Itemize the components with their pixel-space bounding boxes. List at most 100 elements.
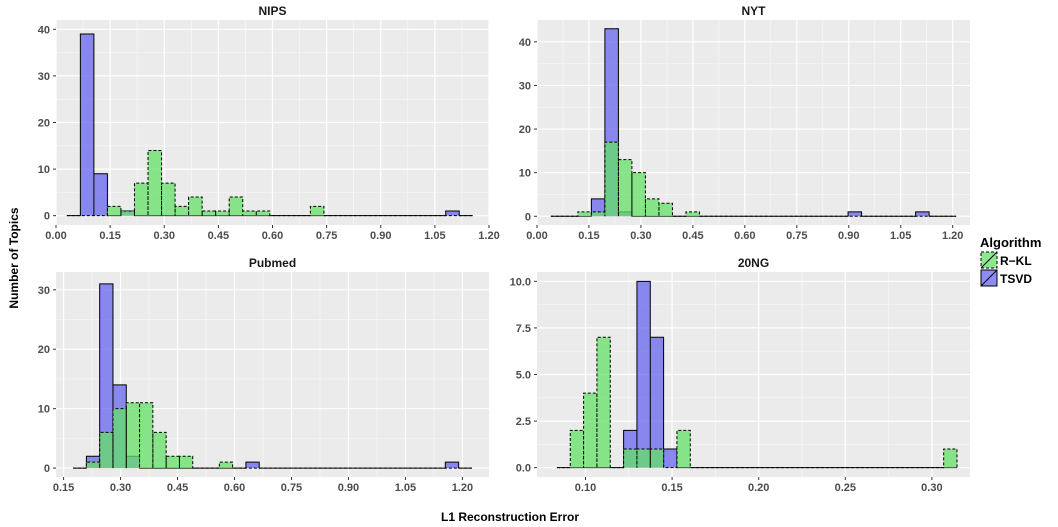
bar-r-kl [618, 159, 632, 217]
y-tick-label: 5.0 [516, 370, 531, 382]
legend-label: TSVD [1000, 272, 1032, 286]
x-tick-label: 0.00 [45, 230, 66, 242]
bar-tsvd [848, 211, 862, 217]
y-tick-label: 10.0 [510, 276, 531, 288]
bar-r-kl [242, 211, 257, 216]
bar-tsvd [445, 211, 460, 216]
y-tick-label: 0 [525, 211, 531, 223]
bar-r-kl [99, 432, 113, 469]
bar-r-kl [229, 197, 243, 216]
bar-r-kl [631, 172, 646, 217]
bar-r-kl [685, 211, 700, 217]
x-tick-label: 0.45 [208, 230, 229, 242]
x-tick-label: 0.10 [575, 482, 596, 494]
x-tick-label: 1.05 [890, 230, 911, 242]
bar-r-kl [658, 203, 673, 217]
bar-r-kl [134, 183, 149, 216]
series-tsvd [66, 33, 473, 217]
bar-r-kl [650, 449, 664, 468]
y-tick-label: 7.5 [516, 323, 531, 335]
x-tick-label: 0.60 [262, 230, 283, 242]
panel-pubmed: Pubmed 0.15 0.30 0.45 0.60 0.75 0.90 1.05 1.20 0 1… [38, 256, 489, 494]
x-tick-label: 0.30 [110, 482, 131, 494]
bar-r-kl [112, 408, 127, 469]
y-tick-label: 30 [38, 71, 50, 83]
series-r-kl [550, 141, 957, 217]
x-tick-label: 0.15 [99, 230, 120, 242]
x-tick-label: 0.30 [921, 482, 942, 494]
panel-title-20ng: 20NG [738, 256, 769, 270]
series-r-kl [66, 149, 473, 217]
bar-r-kl [107, 206, 121, 216]
bar-tsvd [663, 449, 677, 468]
x-tick-label: 0.60 [224, 482, 245, 494]
series-r-kl [556, 336, 958, 469]
y-tick-label: 10 [519, 168, 531, 180]
legend-key-diagonal [980, 251, 998, 269]
x-tick-label: 0.45 [682, 230, 703, 242]
bar-r-kl [591, 211, 605, 217]
legend: Algorithm R−KL TSVD [980, 235, 1041, 287]
bar-r-kl [139, 402, 153, 469]
y-tick-label: 20 [519, 124, 531, 136]
bar-r-kl [310, 206, 324, 216]
x-tick-label: 1.05 [424, 230, 445, 242]
bar-r-kl [188, 197, 203, 216]
outline-r-kl [556, 336, 958, 469]
x-tick-label: 0.45 [167, 482, 188, 494]
bar-tsvd [245, 462, 260, 469]
series-tsvd [556, 280, 958, 469]
bar-r-kl [152, 432, 167, 469]
bar-r-kl [577, 211, 592, 217]
panel-nips: NIPS 0.00 0.15 0.30 0.45 0.60 0.75 0.90 1.05 1.20… [38, 4, 500, 242]
bar-r-kl [570, 430, 584, 468]
x-tick-label: 0.25 [835, 482, 856, 494]
x-tick-label: 0.90 [838, 230, 859, 242]
x-tick-label: 0.15 [578, 230, 599, 242]
y-tick-label: 10 [38, 164, 50, 176]
bar-r-kl [623, 449, 637, 468]
bar-tsvd [636, 281, 651, 468]
bar-r-kl [219, 462, 233, 469]
x-tick-label: 0.75 [786, 230, 807, 242]
x-tick-label: 0.30 [154, 230, 175, 242]
x-tick-label: 0.75 [316, 230, 337, 242]
outline-r-kl [73, 402, 472, 469]
bar-r-kl [120, 211, 135, 216]
bar-r-kl [645, 198, 659, 217]
bar-r-kl [596, 337, 611, 468]
bar-tsvd [650, 337, 664, 468]
legend-entry-tsvd: TSVD [980, 269, 1032, 287]
bar-r-kl [166, 456, 180, 469]
bar-r-kl [215, 211, 230, 216]
panel-title-pubmed: Pubmed [249, 256, 296, 270]
bar-r-kl [175, 206, 189, 216]
y-tick-label: 20 [38, 118, 50, 130]
bar-tsvd [445, 462, 459, 469]
y-axis-title: Number of Topics [7, 207, 21, 308]
bar-r-kl [604, 142, 619, 217]
x-tick-label: 1.20 [452, 482, 473, 494]
bar-tsvd [915, 211, 930, 217]
legend-entry-r-kl: R−KL [980, 251, 1032, 269]
y-tick-label: 40 [38, 24, 50, 36]
bar-r-kl [676, 430, 691, 468]
x-tick-label: 0.20 [748, 482, 769, 494]
y-tick-label: 0.0 [516, 463, 531, 475]
x-tick-label: 0.30 [630, 230, 651, 242]
panel-title-nyt: NYT [742, 4, 767, 18]
bar-tsvd [80, 33, 94, 216]
panel-title-nips: NIPS [258, 4, 286, 18]
x-tick-label: 0.90 [338, 482, 359, 494]
y-tick-label: 30 [519, 80, 531, 92]
bar-r-kl [256, 211, 270, 216]
y-tick-label: 0 [44, 463, 50, 475]
bar-r-kl [126, 402, 140, 469]
legend-title: Algorithm [980, 235, 1041, 250]
legend-label: R−KL [1000, 254, 1032, 268]
outline-r-kl [550, 141, 957, 217]
bar-r-kl [179, 456, 193, 469]
